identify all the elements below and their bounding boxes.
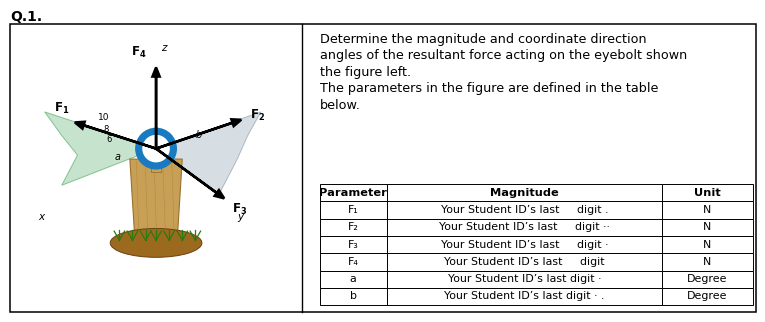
Text: 6: 6 <box>106 135 112 144</box>
Bar <box>662 201 753 219</box>
Bar <box>320 236 387 253</box>
Text: $\mathbf{F_2}$: $\mathbf{F_2}$ <box>250 108 265 123</box>
Text: x: x <box>38 212 44 222</box>
Text: Your Student ID’s last     digit .: Your Student ID’s last digit . <box>441 205 608 215</box>
Polygon shape <box>130 159 182 243</box>
FancyArrow shape <box>156 148 224 198</box>
Text: 10: 10 <box>99 113 110 122</box>
Bar <box>387 201 662 219</box>
FancyArrow shape <box>156 119 241 149</box>
Text: Your Student ID’s last digit ·: Your Student ID’s last digit · <box>448 274 601 284</box>
FancyArrow shape <box>75 122 156 149</box>
Bar <box>387 184 662 201</box>
Text: Q.1.: Q.1. <box>10 10 42 24</box>
Text: Your Student ID’s last     digit: Your Student ID’s last digit <box>444 257 604 267</box>
Text: y: y <box>237 212 243 222</box>
Bar <box>662 184 753 201</box>
Bar <box>662 253 753 270</box>
Bar <box>320 201 387 219</box>
Text: Your Student ID’s last     digit ··: Your Student ID’s last digit ·· <box>439 222 610 232</box>
Text: 8: 8 <box>104 125 109 134</box>
Text: Magnitude: Magnitude <box>490 188 558 198</box>
Text: $\mathbf{F_3}$: $\mathbf{F_3}$ <box>232 202 247 217</box>
Bar <box>320 184 387 201</box>
Bar <box>320 219 387 236</box>
Text: F₁: F₁ <box>348 205 359 215</box>
Text: N: N <box>703 222 711 232</box>
Text: Degree: Degree <box>687 274 728 284</box>
Text: F₄: F₄ <box>348 257 359 267</box>
Bar <box>662 236 753 253</box>
Ellipse shape <box>110 229 202 257</box>
Text: Degree: Degree <box>687 291 728 301</box>
Bar <box>387 253 662 270</box>
Circle shape <box>143 136 169 162</box>
Text: N: N <box>703 257 711 267</box>
Bar <box>320 288 387 305</box>
Text: b: b <box>195 130 202 140</box>
Bar <box>662 288 753 305</box>
Text: Your Student ID’s last     digit ·: Your Student ID’s last digit · <box>441 240 608 250</box>
Bar <box>320 270 387 288</box>
Bar <box>387 270 662 288</box>
Text: $\mathbf{F_4}$: $\mathbf{F_4}$ <box>132 44 147 60</box>
Polygon shape <box>44 112 156 185</box>
Bar <box>387 219 662 236</box>
Text: Unit: Unit <box>694 188 721 198</box>
Text: $\mathbf{F_1}$: $\mathbf{F_1}$ <box>54 101 70 116</box>
Text: N: N <box>703 205 711 215</box>
Circle shape <box>135 128 177 170</box>
Polygon shape <box>151 155 161 172</box>
FancyArrow shape <box>152 67 160 148</box>
Text: Your Student ID’s last digit · .: Your Student ID’s last digit · . <box>444 291 604 301</box>
Text: a: a <box>350 274 356 284</box>
Bar <box>662 270 753 288</box>
Polygon shape <box>156 112 261 194</box>
Text: a: a <box>114 152 120 162</box>
Text: b: b <box>350 291 356 301</box>
Text: Determine the magnitude and coordinate direction
angles of the resultant force a: Determine the magnitude and coordinate d… <box>320 33 687 112</box>
Bar <box>387 288 662 305</box>
Bar <box>662 219 753 236</box>
Bar <box>387 236 662 253</box>
Text: F₃: F₃ <box>348 240 359 250</box>
Text: Parameter: Parameter <box>319 188 387 198</box>
Text: N: N <box>703 240 711 250</box>
Text: z: z <box>161 43 167 53</box>
Text: F₂: F₂ <box>348 222 359 232</box>
Bar <box>320 253 387 270</box>
